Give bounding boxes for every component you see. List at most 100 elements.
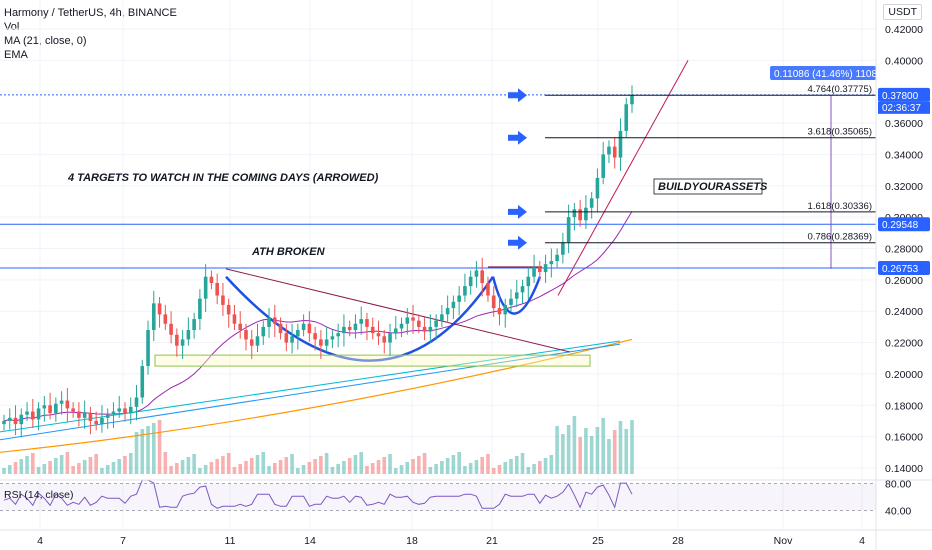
volume-bar [480, 457, 485, 474]
ema-line [0, 338, 633, 453]
candle-body [543, 264, 548, 273]
candle-body [36, 408, 41, 420]
volume-bar [566, 425, 571, 474]
candle-body [307, 323, 312, 334]
candle-body [370, 326, 375, 334]
candle-body [457, 295, 461, 302]
vol-indicator-label[interactable]: Vol [4, 21, 20, 33]
volume-bar [157, 420, 162, 474]
candlesticks [2, 85, 634, 438]
volume-bar [445, 458, 450, 474]
rsi-label[interactable]: RSI (14, close) [4, 489, 73, 501]
volume-bar [532, 464, 536, 474]
volume-bar [25, 456, 29, 474]
candle-body [2, 420, 6, 425]
volume-bar [290, 454, 294, 474]
volume-bar [561, 434, 565, 474]
chart-legend: Harmony / TetherUS, 4h, BINANCE Vol MA (… [4, 6, 177, 62]
countdown-box [878, 101, 930, 114]
time-tick-label: 28 [672, 535, 684, 547]
fib-level-label: 0.786(0.28369) [808, 232, 872, 243]
price-tick-label: 0.36000 [885, 118, 923, 130]
candle-body [514, 292, 519, 299]
candle-body [353, 323, 358, 331]
volume-bar [232, 467, 237, 474]
candle-body [428, 326, 433, 332]
volume-bar [180, 460, 185, 474]
time-tick-label: 21 [486, 535, 498, 547]
targets-annotation: 4 TARGETS TO WATCH IN THE COMING DAYS (A… [67, 172, 379, 184]
candle-body [578, 209, 582, 221]
candle-body [198, 298, 202, 320]
candle-body [491, 295, 496, 309]
volume-bar [255, 455, 260, 474]
volume-bar [48, 461, 52, 474]
candle-body [566, 217, 571, 243]
volume-bar [169, 466, 173, 474]
volume-bar [451, 455, 456, 474]
volume-bar [13, 462, 18, 474]
volume-bar [440, 461, 444, 474]
candle-body [261, 326, 266, 337]
volume-bar [370, 463, 375, 474]
price-tag-label: 0.26753 [882, 264, 919, 275]
volume-bar [140, 429, 145, 474]
candle-body [630, 94, 634, 105]
volume-bar [463, 466, 467, 474]
price-tick-label: 0.26000 [885, 275, 923, 287]
ema-indicator-label[interactable]: EMA [4, 49, 28, 61]
volume-bar [595, 427, 600, 474]
volume-bar [82, 460, 87, 474]
candle-body [445, 308, 450, 315]
volume-bar [630, 420, 634, 474]
candle-body [463, 286, 467, 296]
candle-body [497, 308, 502, 315]
candle-body [180, 339, 185, 346]
candle-body [589, 198, 594, 208]
volume-bar [584, 428, 588, 474]
fib-level-label: 4.764(0.37775) [808, 84, 872, 95]
volume-bar [105, 465, 110, 474]
volume-bar [272, 463, 277, 474]
volume-bar [468, 463, 473, 474]
volume-bar [313, 459, 317, 474]
candle-body [618, 130, 623, 158]
price-tick-label: 0.18000 [885, 400, 923, 412]
symbol-title[interactable]: Harmony / TetherUS, 4h, BINANCE [4, 7, 177, 19]
volume-bar [417, 456, 421, 474]
candle-body [422, 326, 427, 332]
candle-body [54, 403, 58, 414]
candle-body [232, 314, 237, 324]
time-tick-label: 7 [120, 535, 126, 547]
volume-bar [353, 455, 358, 474]
volume-bar [123, 456, 127, 474]
volume-bar [134, 432, 139, 474]
volume-bar [215, 459, 219, 474]
candle-body [480, 270, 485, 283]
volume-bar [59, 455, 64, 474]
ma-indicator-label[interactable]: MA (21, close, 0) [4, 35, 87, 47]
candle-body [146, 330, 150, 367]
volume-bar [203, 465, 208, 474]
volume-bar [65, 452, 70, 474]
rsi-pane: 80.00 40.00 [0, 478, 932, 517]
candle-body [59, 400, 64, 404]
candle-body [128, 406, 133, 414]
candle-body [584, 207, 588, 221]
candle-body [290, 336, 294, 343]
candle-body [411, 317, 415, 321]
target-arrow-icon [508, 130, 527, 145]
candle-body [140, 366, 145, 398]
candle-body [503, 304, 508, 315]
candle-body [151, 303, 156, 331]
currency-button[interactable]: USDT [883, 4, 922, 20]
volume-bar [538, 461, 542, 474]
volume-bars [2, 416, 634, 474]
candle-body [284, 333, 289, 343]
candle-body [19, 414, 24, 425]
volume-bar [221, 456, 225, 474]
target-arrow-icon [508, 88, 527, 103]
volume-bar [100, 468, 104, 474]
volume-bar [486, 454, 490, 474]
